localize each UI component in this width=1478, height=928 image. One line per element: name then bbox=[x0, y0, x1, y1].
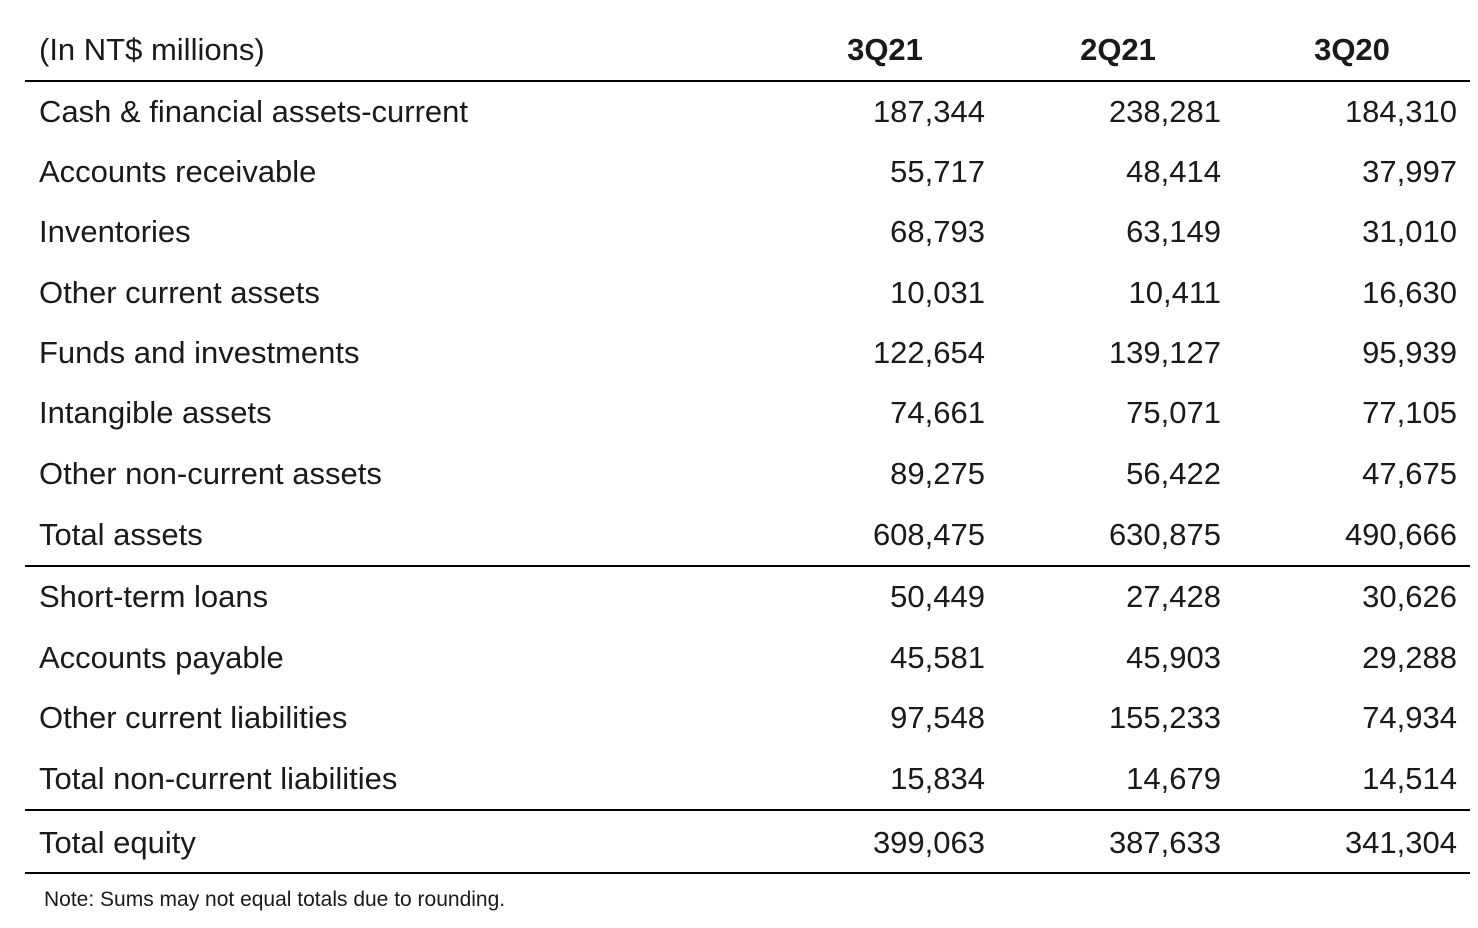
value-cell: 74,661 bbox=[890, 395, 985, 430]
value-cell: 10,411 bbox=[1128, 275, 1221, 310]
value-cell: 399,063 bbox=[872, 825, 985, 860]
value-cell: 10,031 bbox=[890, 275, 985, 310]
value-cell: 122,654 bbox=[872, 335, 985, 370]
value-cell: 48,414 bbox=[1126, 154, 1221, 189]
value-cell: 14,514 bbox=[1362, 761, 1457, 796]
row-label: Cash & financial assets-current bbox=[39, 94, 469, 129]
rule bbox=[25, 565, 1470, 567]
row-label: Funds and investments bbox=[39, 335, 360, 370]
value-cell: 341,304 bbox=[1344, 825, 1457, 860]
value-cell: 155,233 bbox=[1108, 700, 1221, 735]
value-cell: 55,717 bbox=[890, 154, 985, 189]
value-cell: 29,288 bbox=[1362, 640, 1457, 675]
row-label: Other non-current assets bbox=[39, 456, 382, 491]
value-cell: 63,149 bbox=[1126, 214, 1221, 249]
row-label: Accounts payable bbox=[39, 640, 284, 675]
value-cell: 89,275 bbox=[890, 456, 985, 491]
value-cell: 47,675 bbox=[1362, 456, 1457, 491]
row-label: Accounts receivable bbox=[39, 154, 317, 189]
note: Note: Sums may not equal totals due to r… bbox=[44, 888, 506, 911]
column-header: 3Q20 bbox=[1314, 32, 1390, 67]
value-cell: 45,581 bbox=[890, 640, 985, 675]
value-cell: 97,548 bbox=[890, 700, 985, 735]
row-label: Other current assets bbox=[39, 275, 320, 310]
value-cell: 238,281 bbox=[1108, 94, 1221, 129]
value-cell: 187,344 bbox=[872, 94, 985, 129]
rule bbox=[25, 872, 1470, 874]
value-cell: 37,997 bbox=[1362, 154, 1457, 189]
header-label: (In NT$ millions) bbox=[39, 32, 265, 67]
column-header: 3Q21 bbox=[847, 32, 923, 67]
value-cell: 184,310 bbox=[1344, 94, 1457, 129]
value-cell: 490,666 bbox=[1344, 517, 1457, 552]
row-label: Total non-current liabilities bbox=[39, 761, 398, 796]
value-cell: 14,679 bbox=[1126, 761, 1221, 796]
value-cell: 139,127 bbox=[1108, 335, 1221, 370]
value-cell: 95,939 bbox=[1362, 335, 1457, 370]
value-cell: 15,834 bbox=[890, 761, 985, 796]
column-header: 2Q21 bbox=[1080, 32, 1156, 67]
row-label: Inventories bbox=[39, 214, 191, 249]
value-cell: 74,934 bbox=[1362, 700, 1457, 735]
value-cell: 50,449 bbox=[890, 579, 985, 614]
row-label: Total assets bbox=[39, 517, 203, 552]
value-cell: 77,105 bbox=[1362, 395, 1457, 430]
row-label: Short-term loans bbox=[39, 579, 269, 614]
value-cell: 27,428 bbox=[1126, 579, 1221, 614]
value-cell: 608,475 bbox=[872, 517, 985, 552]
rule bbox=[25, 80, 1470, 82]
value-cell: 45,903 bbox=[1126, 640, 1221, 675]
value-cell: 630,875 bbox=[1108, 517, 1221, 552]
row-label: Total equity bbox=[39, 825, 196, 860]
rule bbox=[25, 809, 1470, 811]
value-cell: 30,626 bbox=[1362, 579, 1457, 614]
row-label: Other current liabilities bbox=[39, 700, 348, 735]
value-cell: 387,633 bbox=[1108, 825, 1221, 860]
value-cell: 16,630 bbox=[1362, 275, 1457, 310]
value-cell: 75,071 bbox=[1126, 395, 1221, 430]
value-cell: 31,010 bbox=[1362, 214, 1457, 249]
row-label: Intangible assets bbox=[39, 395, 272, 430]
value-cell: 68,793 bbox=[890, 214, 985, 249]
value-cell: 56,422 bbox=[1126, 456, 1221, 491]
